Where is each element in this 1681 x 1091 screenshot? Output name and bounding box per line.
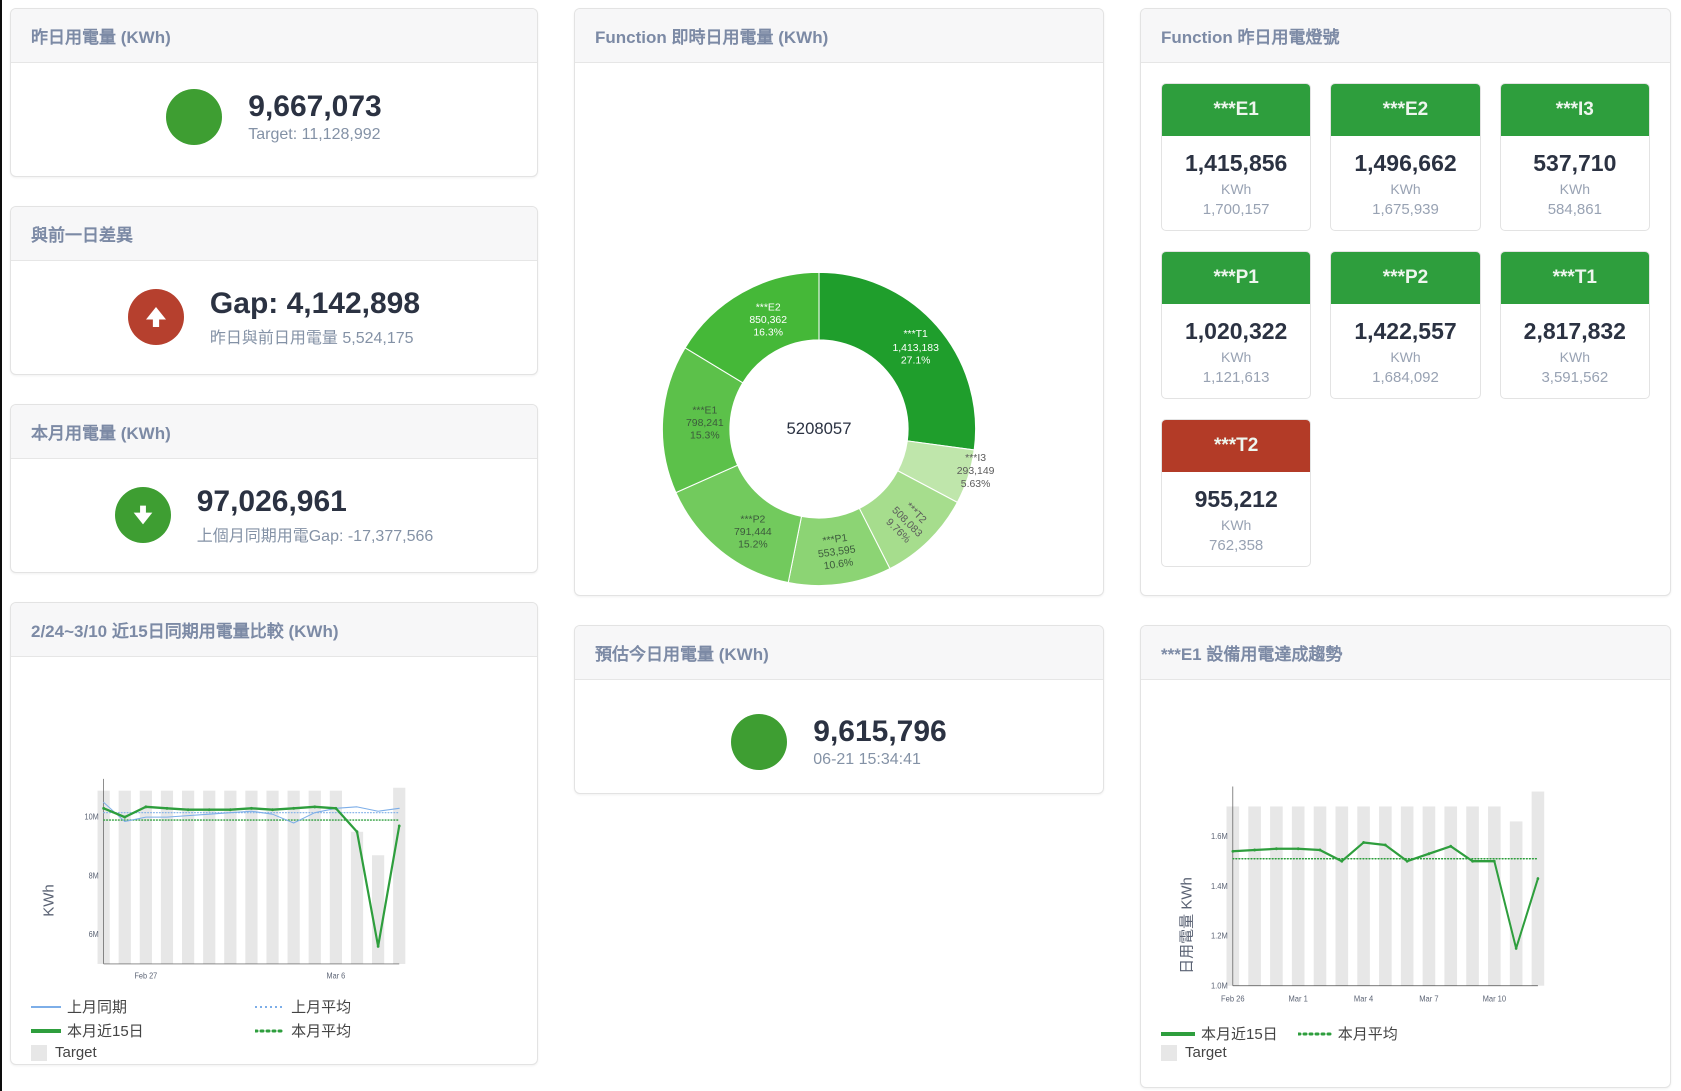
- svg-text:***I3: ***I3: [965, 453, 986, 464]
- svg-text:1,413,183: 1,413,183: [892, 343, 939, 354]
- svg-text:5208057: 5208057: [787, 419, 852, 438]
- svg-text:10M: 10M: [85, 812, 99, 821]
- svg-text:1.6M: 1.6M: [1211, 832, 1228, 842]
- svg-text:Mar 1: Mar 1: [1289, 994, 1309, 1004]
- svg-text:1.0M: 1.0M: [1211, 981, 1228, 991]
- svg-text:***E1: ***E1: [692, 406, 717, 417]
- svg-text:27.1%: 27.1%: [901, 356, 931, 367]
- svg-text:850,362: 850,362: [749, 315, 787, 326]
- svg-text:Feb 27: Feb 27: [134, 971, 157, 980]
- svg-text:***P2: ***P2: [740, 514, 765, 525]
- svg-text:791,444: 791,444: [734, 527, 772, 538]
- svg-text:Mar 6: Mar 6: [327, 971, 346, 980]
- svg-text:1.4M: 1.4M: [1211, 882, 1228, 892]
- svg-text:***E2: ***E2: [756, 303, 781, 314]
- svg-text:293,149: 293,149: [957, 466, 995, 477]
- svg-text:Mar 10: Mar 10: [1483, 994, 1507, 1004]
- svg-text:8M: 8M: [89, 871, 99, 880]
- svg-text:***T1: ***T1: [903, 329, 928, 340]
- svg-text:1.2M: 1.2M: [1211, 931, 1228, 941]
- svg-text:Mar 4: Mar 4: [1354, 994, 1374, 1004]
- svg-text:5.63%: 5.63%: [961, 479, 991, 490]
- svg-text:Feb 26: Feb 26: [1221, 994, 1245, 1004]
- svg-text:798,241: 798,241: [686, 418, 724, 429]
- svg-text:15.2%: 15.2%: [738, 539, 768, 550]
- svg-text:6M: 6M: [89, 930, 99, 939]
- svg-text:16.3%: 16.3%: [753, 328, 783, 339]
- svg-text:15.3%: 15.3%: [690, 431, 720, 442]
- svg-text:Mar 7: Mar 7: [1419, 994, 1439, 1004]
